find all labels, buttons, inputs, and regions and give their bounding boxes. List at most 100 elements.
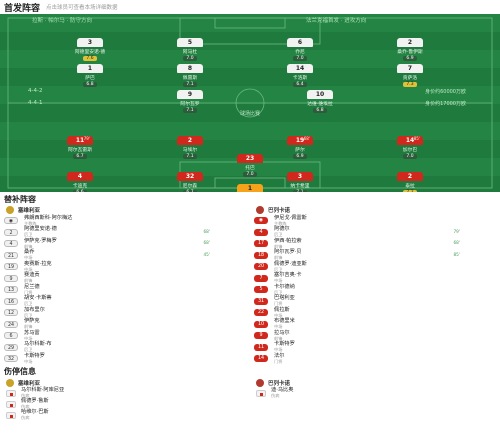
home-player[interactable]: 23 托巴 7.0 <box>220 154 280 177</box>
sub-position: 中场 <box>274 312 283 318</box>
sub-player-row[interactable]: 13 尼兰德 门将 <box>0 284 250 296</box>
player-rating: 6.8 <box>83 82 97 87</box>
sub-player-row[interactable]: 9 赛迪贡 前锋 <box>0 273 250 285</box>
home-player[interactable]: 3 纳卡希里7.1 <box>270 172 330 192</box>
coach-row[interactable]: ◉ 伊尼戈·佩雷斯 主教练 <box>250 215 500 227</box>
sub-player-row[interactable]: 31 巴塔利亚 门将 <box>250 296 500 308</box>
away-player[interactable]: 14 卡洛斯 6.4 45' <box>270 64 330 87</box>
sub-player-row[interactable]: 29 马尔科斯·布 后卫 <box>0 342 250 354</box>
center-note: 球场比赛 <box>240 111 261 117</box>
injury-row[interactable]: 佩德罗·鲁斯 伤病 <box>0 398 250 410</box>
away-player[interactable]: 6 乔尼 7.0 45' <box>270 38 330 61</box>
sub-player-row[interactable]: 5 卡尔德纳 后卫 <box>250 284 500 296</box>
away-player[interactable]: 3 阿德里安诺·德 7.6 68' <box>60 38 120 61</box>
sub-player-row[interactable]: 21 桑乔 中场 45' <box>0 250 250 262</box>
away-player[interactable]: 8 佩雷斯 7.1 <box>160 64 220 87</box>
injury-row[interactable]: 马尔科斯·阿库尼亚 伤病 <box>0 387 250 399</box>
sub-player-row[interactable]: 7 塞尔吉奥·卡 中场 <box>250 273 500 285</box>
injury-row[interactable]: 迪·乌比奥 伤病 <box>250 387 500 399</box>
home-player[interactable]: 32 尼尔森6.7 <box>160 172 220 192</box>
jersey-icon: 3 <box>287 172 313 181</box>
jersey-icon: 2 <box>397 38 423 47</box>
sub-player-row[interactable]: 19 奥赛斯·拉克 中场 <box>0 261 250 273</box>
injuries-right-team[interactable]: 巴列卡诺 <box>250 378 500 388</box>
home-player[interactable]: 4 卡迪克6.6 <box>50 172 110 192</box>
jersey-number: 29 <box>4 343 18 351</box>
injuries-title: 伤停信息 <box>4 367 36 376</box>
sub-player-row[interactable]: 17 伊西·帕拉索 前锋 68' <box>250 238 500 250</box>
player-rating: 6.9 <box>403 56 417 61</box>
sub-position: 后卫 <box>274 232 283 238</box>
sub-player-row[interactable]: 20 佩德罗·迪亚斯 后卫 <box>250 261 500 273</box>
injury-row[interactable]: 哈维尔·巴斯 伤病 <box>0 409 250 421</box>
jersey-number: 32 <box>4 355 18 363</box>
sub-in-time: 85' <box>453 251 460 257</box>
away-player[interactable]: 10 达维·维埃拉 6.8 45' <box>290 90 350 113</box>
jersey-number: 14 <box>254 355 268 363</box>
sub-name: 伊萨克·罗梅罗 <box>24 237 57 244</box>
home-player[interactable]: 2 泰拉7.2 <box>380 172 440 192</box>
sub-player-row[interactable]: 24 伊萨克 前锋 <box>0 319 250 331</box>
injury-icon <box>6 389 16 397</box>
sub-player-row[interactable]: 18 阿尔瓦罗·贝 前锋 85' <box>250 250 500 262</box>
sub-in-time: 68' <box>203 240 210 245</box>
player-name: 桑乔·鲁伊斯 <box>397 50 423 55</box>
sub-time: 68' <box>303 136 310 141</box>
player-rating: 7.1 <box>183 82 197 87</box>
away-player[interactable]: 2 桑乔·鲁伊斯 6.9 <box>380 38 440 61</box>
team-badge-icon <box>6 378 14 387</box>
home-player[interactable]: 2 马埃尔 7.1 <box>160 136 220 159</box>
sub-in-time: 45' <box>203 251 210 257</box>
sub-player-row[interactable]: 9 拉马尔 前锋 <box>250 330 500 342</box>
pitch: 拉斯 · 帕尔马 · 防守方向 法兰克福首发 · 进攻方向 4-4-2 4-4-… <box>0 14 500 192</box>
player-rating: 7.2 <box>403 190 417 192</box>
sub-name: 佩德罗·迪亚斯 <box>274 260 307 267</box>
home-player[interactable]: 14 加尔巴 7.0 85' <box>380 136 440 159</box>
away-player[interactable]: 1 萨巴 6.8 <box>60 64 120 87</box>
sub-position: 前锋 <box>24 278 33 284</box>
sub-name: 加布里尔 <box>24 306 45 313</box>
away-player[interactable]: 7 贡萨洛 7.3 <box>380 64 440 87</box>
home-player[interactable]: 11 阿尔瓦雷斯 6.7 79' <box>50 136 110 159</box>
player-rating: 7.0 <box>243 172 257 177</box>
player-rating: 6.8 <box>313 108 327 113</box>
sub-player-row[interactable]: 2 阿德里安诺·德 后卫 68' <box>0 227 250 239</box>
subs-left-team[interactable]: 塞维利亚 <box>0 205 250 215</box>
coach-row[interactable]: ◉ 弗朗西斯科·阿尔梅达 主教练 <box>0 215 250 227</box>
jersey-icon: 11 <box>67 136 93 145</box>
jersey-number: 6 <box>4 332 18 340</box>
sub-in-time: 79' <box>453 228 460 234</box>
jersey-number: 12 <box>4 309 18 317</box>
sub-player-row[interactable]: 4 伊萨克·罗梅罗 前锋 68' <box>0 238 250 250</box>
jersey-number: 17 <box>254 240 268 248</box>
subs-right-team[interactable]: 巴列卡诺 <box>250 205 500 215</box>
sub-name: 卡斯特罗 <box>24 352 45 359</box>
sub-player-row[interactable]: 6 苏马雷 中场 <box>0 330 250 342</box>
sub-name: 阿德里安诺·德 <box>24 226 57 233</box>
sub-player-row[interactable]: 10 布德里米 中场 <box>250 319 500 331</box>
away-player[interactable]: 5 阿马杜 7.0 <box>160 38 220 61</box>
sub-in-time: 68' <box>203 228 210 234</box>
lineup-title: 首发阵容 <box>4 3 41 14</box>
injuries-left-team[interactable]: 塞维利亚 <box>0 378 250 388</box>
sub-player-row[interactable]: 16 胡安·卡斯蒂 后卫 <box>0 296 250 308</box>
sub-name: 法尔 <box>274 352 285 359</box>
player-name: 马埃尔 <box>182 148 198 153</box>
away-player[interactable]: 9 阿尔瓦罗 7.1 66' <box>160 90 220 113</box>
jersey-number: 9 <box>4 274 18 282</box>
coach-avatar-icon: ◉ <box>4 217 18 225</box>
home-player[interactable]: 19 萨尔 6.9 68' <box>270 136 330 159</box>
lineup-subtitle: 点击球员可查看本场详细数据 <box>46 5 118 11</box>
sub-player-row[interactable]: 11 卡斯特罗 中场 <box>250 342 500 354</box>
player-name: 萨尔 <box>295 148 305 153</box>
sub-player-row[interactable]: 4 阿德尔 后卫 79' <box>250 227 500 239</box>
player-rating: 7.1 <box>293 190 307 192</box>
sub-player-row[interactable]: 12 加布里尔 后卫 <box>0 307 250 319</box>
sub-player-row[interactable]: 22 佩拉斯 中场 <box>250 307 500 319</box>
sub-time: 85' <box>413 136 420 141</box>
sub-player-row[interactable]: 14 法尔 门将 <box>250 353 500 365</box>
home-player[interactable]: 1巴雷托6.5 <box>220 184 280 192</box>
sub-position: 前锋 <box>24 243 33 249</box>
player-rating: 7.1 <box>183 154 197 159</box>
sub-player-row[interactable]: 32 卡斯特罗 中场 <box>0 353 250 365</box>
